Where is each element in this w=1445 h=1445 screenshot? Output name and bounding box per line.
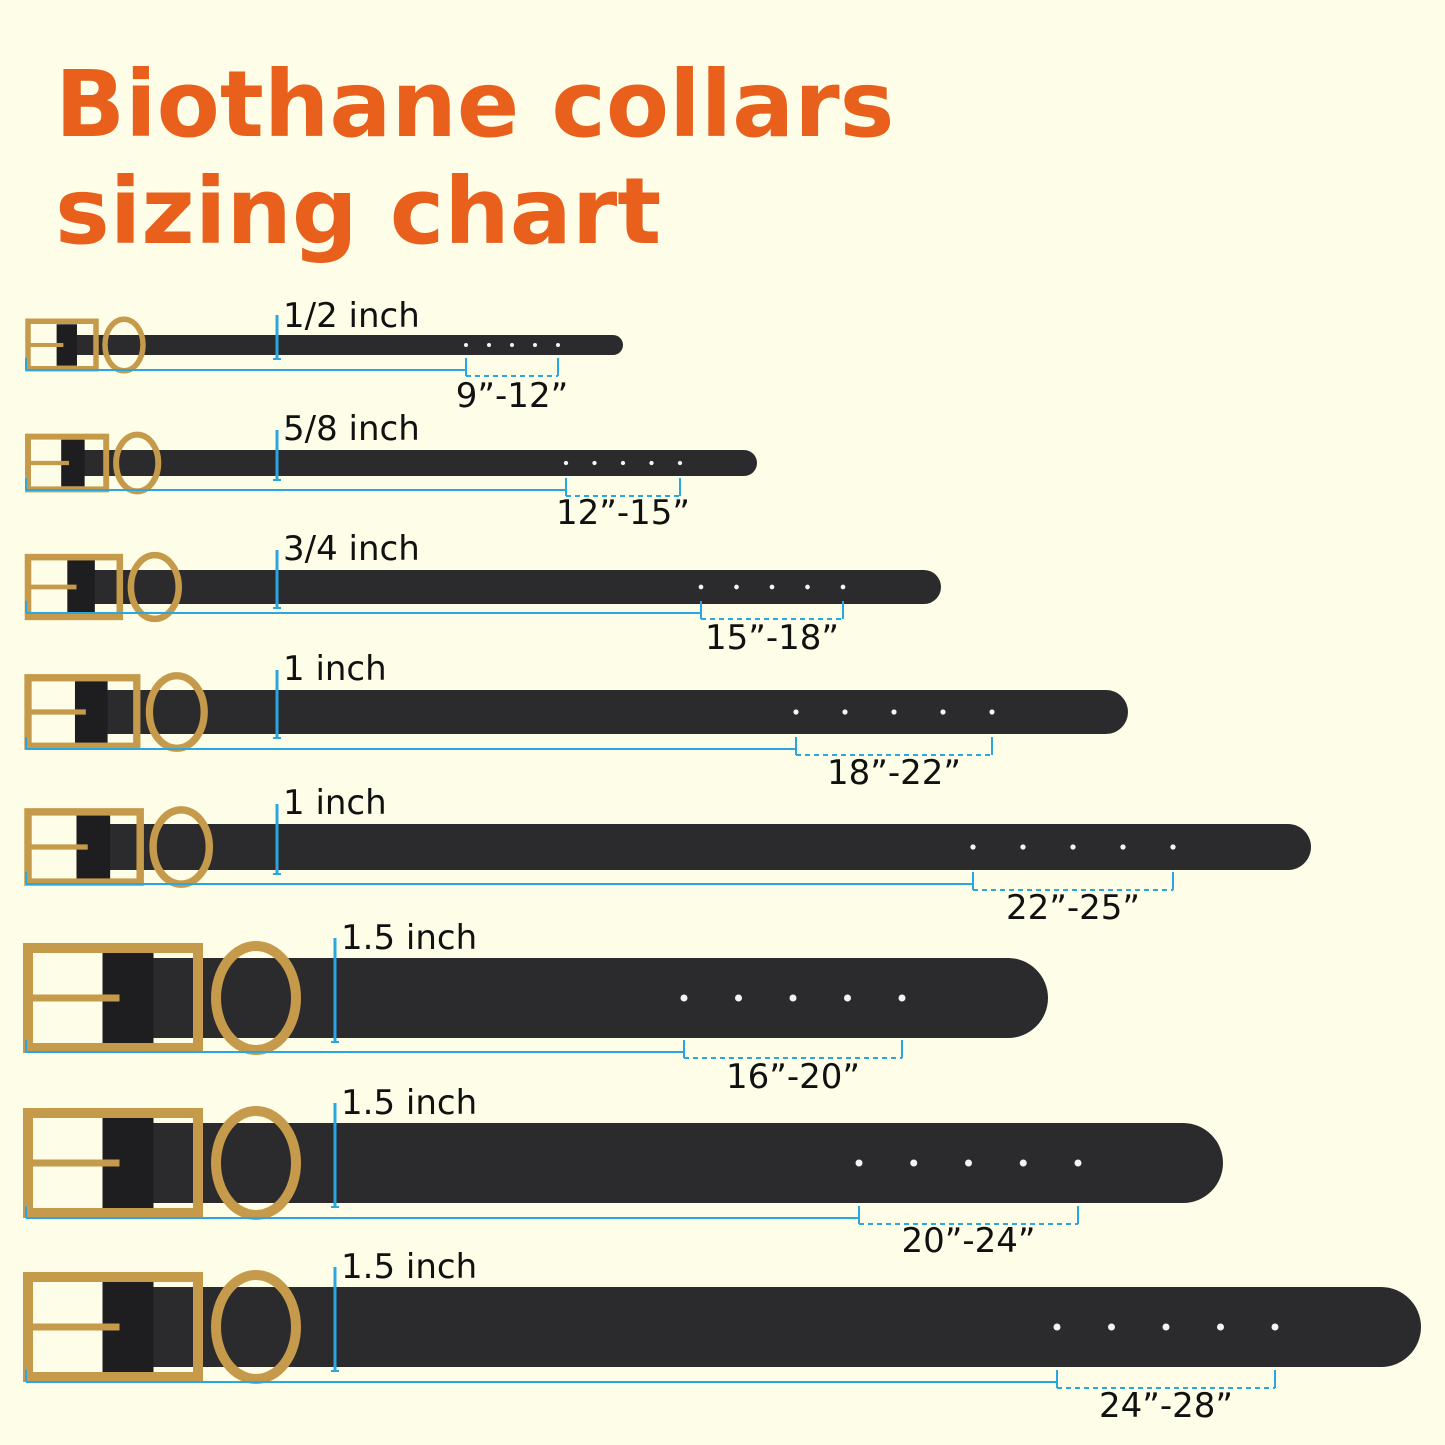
keeper: [61, 439, 85, 487]
strap: [91, 690, 1128, 734]
d-ring: [211, 1106, 301, 1220]
hole: [680, 994, 688, 1002]
hole: [1074, 1159, 1082, 1167]
hole: [789, 994, 797, 1002]
hole: [769, 584, 775, 590]
hole: [1108, 1323, 1115, 1331]
hole: [1070, 844, 1076, 850]
hole: [793, 709, 799, 715]
hole: [510, 343, 514, 347]
size-range: 9”-12”: [456, 376, 568, 416]
hole: [649, 460, 654, 466]
title-line: sizing chart: [55, 158, 661, 265]
size-range: 15”-18”: [705, 618, 839, 658]
strap: [66, 335, 624, 355]
hole: [1019, 1159, 1027, 1167]
strap: [93, 824, 1312, 870]
hole: [891, 709, 897, 715]
hole: [734, 584, 739, 590]
width-label: 1 inch: [283, 649, 387, 689]
hole: [735, 994, 742, 1002]
hole: [855, 1159, 863, 1167]
size-range: 20”-24”: [901, 1221, 1035, 1261]
width-label: 5/8 inch: [283, 409, 420, 449]
width-label: 1/2 inch: [283, 296, 420, 336]
size-range: 22”-25”: [1006, 888, 1140, 928]
hole: [898, 994, 906, 1002]
strap: [72, 450, 758, 476]
width-label: 3/4 inch: [283, 529, 420, 569]
hole: [840, 584, 846, 590]
hole: [1020, 844, 1026, 850]
hole: [464, 343, 468, 347]
width-label: 1.5 inch: [341, 918, 477, 958]
width-label: 1.5 inch: [341, 1083, 477, 1123]
width-label: 1 inch: [283, 783, 387, 823]
hole: [620, 460, 626, 466]
hole: [698, 584, 704, 590]
hole: [563, 460, 569, 466]
d-ring: [211, 1270, 301, 1384]
hole: [677, 460, 683, 466]
keeper: [56, 324, 77, 366]
strap: [128, 1287, 1421, 1367]
hole: [1053, 1323, 1061, 1331]
hole: [970, 844, 976, 850]
hole: [487, 343, 491, 347]
hole: [989, 709, 995, 715]
strap: [81, 570, 941, 604]
hole: [1170, 844, 1176, 850]
hole: [1120, 844, 1126, 850]
hole: [805, 584, 810, 590]
hole: [592, 460, 597, 466]
hole: [533, 343, 537, 347]
title-line: Biothane collars: [55, 51, 894, 158]
d-ring: [127, 551, 182, 623]
size-range: 12”-15”: [556, 493, 690, 533]
d-ring: [211, 941, 301, 1055]
hole: [556, 343, 560, 347]
hole: [842, 709, 848, 715]
hole: [1217, 1323, 1224, 1331]
strap: [128, 958, 1048, 1038]
hole: [940, 709, 946, 715]
size-range: 18”-22”: [827, 753, 961, 793]
hole: [1271, 1323, 1279, 1331]
hole: [965, 1159, 972, 1167]
size-range: 24”-28”: [1099, 1386, 1233, 1426]
d-ring: [113, 431, 162, 495]
strap: [128, 1123, 1223, 1203]
hole: [1162, 1323, 1170, 1331]
width-label: 1.5 inch: [341, 1247, 477, 1287]
hole: [844, 994, 851, 1002]
size-range: 16”-20”: [726, 1057, 860, 1097]
hole: [910, 1159, 918, 1167]
